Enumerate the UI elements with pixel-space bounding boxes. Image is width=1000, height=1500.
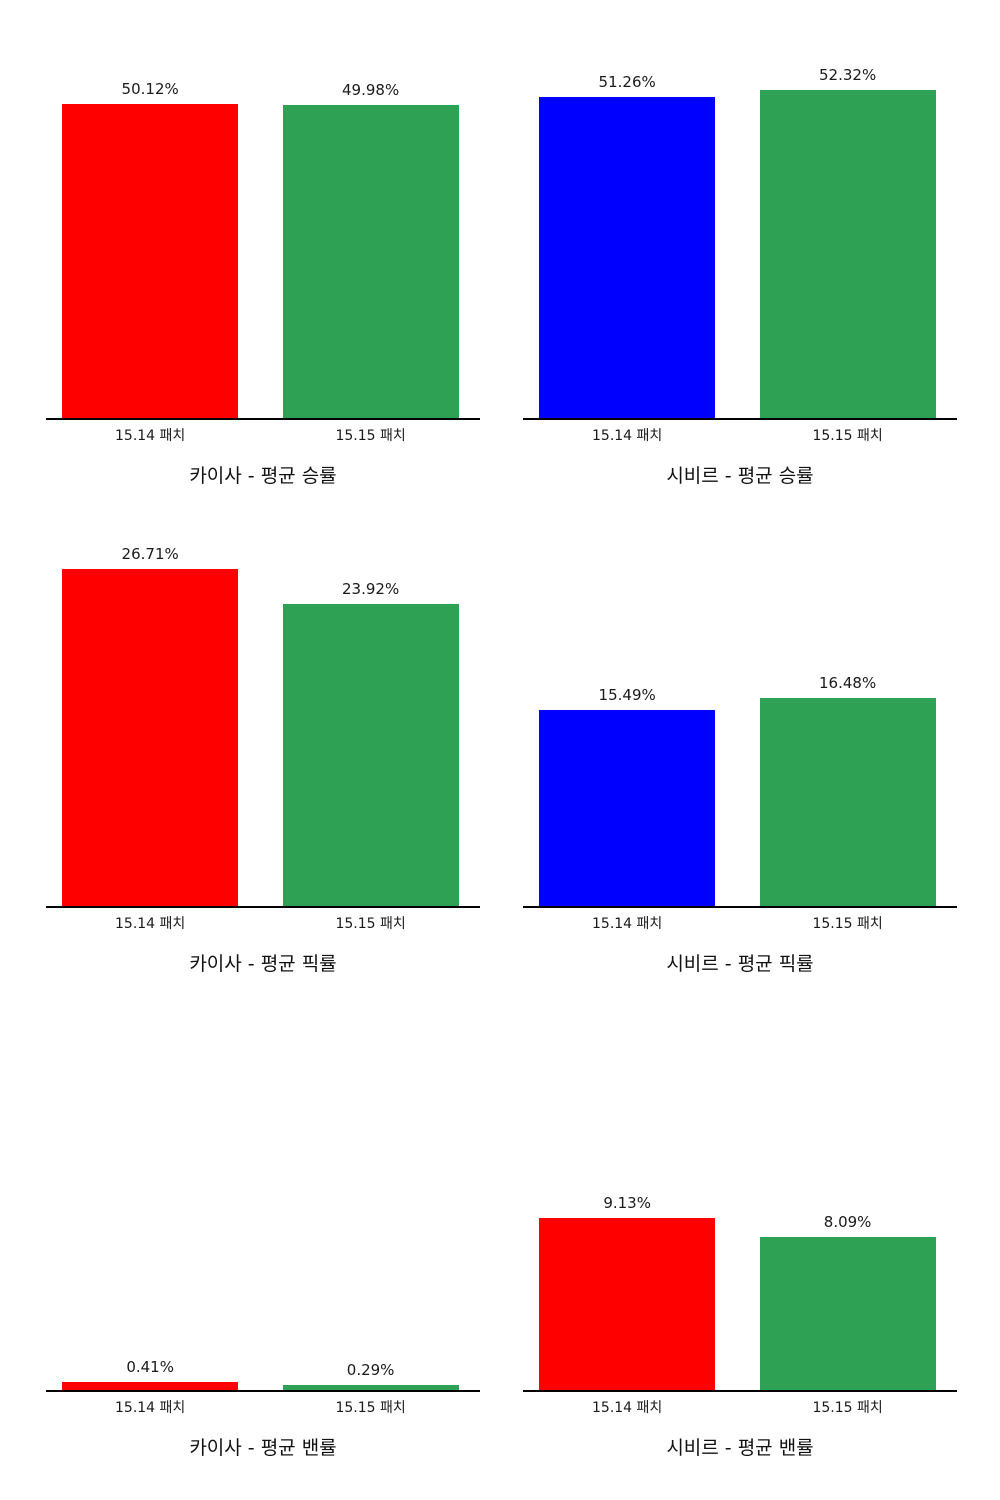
x-tick-label: 15.14 패치	[115, 428, 186, 444]
plot-area: 51.26% 52.32%	[523, 48, 957, 420]
bar-15.14 패치	[539, 1218, 716, 1390]
bar-value-label: 15.49%	[598, 685, 656, 704]
chart-title: 시비르 - 평균 승률	[666, 465, 814, 487]
plot-area: 26.71% 23.92%	[46, 536, 480, 908]
x-tick-label: 15.15 패치	[335, 916, 406, 932]
x-axis-labels: 15.14 패치 15.15 패치	[46, 908, 480, 934]
x-axis-labels: 15.14 패치 15.15 패치	[46, 1392, 480, 1418]
bar-15.15 패치	[282, 604, 459, 906]
bar-value-label: 8.09%	[823, 1212, 872, 1231]
chart-title: 시비르 - 평균 밴률	[666, 1437, 814, 1459]
bar-15.14 패치	[62, 1382, 239, 1390]
bar-value-label: 50.12%	[121, 79, 179, 98]
bar-15.14 패치	[539, 710, 716, 906]
chart-title: 시비르 - 평균 픽률	[666, 953, 814, 975]
chart-title: 카이사 - 평균 밴률	[189, 1437, 337, 1459]
bar-15.15 패치	[759, 698, 936, 906]
bar-15.14 패치	[62, 569, 239, 906]
x-axis-labels: 15.14 패치 15.15 패치	[523, 1392, 957, 1418]
bar-value-label: 51.26%	[598, 72, 656, 91]
x-tick-label: 15.14 패치	[115, 1400, 186, 1416]
x-axis-labels: 15.14 패치 15.15 패치	[46, 420, 480, 446]
x-tick-label: 15.15 패치	[812, 1400, 883, 1416]
bar-value-label: 16.48%	[819, 673, 877, 692]
x-tick-label: 15.14 패치	[592, 916, 663, 932]
x-tick-label: 15.15 패치	[335, 1400, 406, 1416]
chart-title: 카이사 - 평균 픽률	[189, 953, 337, 975]
plot-area: 0.41% 0.29%	[46, 1020, 480, 1392]
bar-value-label: 0.41%	[126, 1357, 174, 1376]
bar-15.15 패치	[282, 105, 459, 418]
x-tick-label: 15.15 패치	[812, 428, 883, 444]
bar-value-label: 23.92%	[342, 579, 400, 598]
x-tick-label: 15.14 패치	[592, 428, 663, 444]
x-tick-label: 15.14 패치	[592, 1400, 663, 1416]
x-axis-labels: 15.14 패치 15.15 패치	[523, 908, 957, 934]
bar-15.14 패치	[539, 97, 716, 418]
x-tick-label: 15.15 패치	[335, 428, 406, 444]
x-axis-labels: 15.14 패치 15.15 패치	[523, 420, 957, 446]
bar-value-label: 9.13%	[603, 1193, 651, 1212]
x-tick-label: 15.15 패치	[812, 916, 883, 932]
bar-15.14 패치	[62, 104, 239, 418]
bar-value-label: 0.29%	[346, 1360, 395, 1379]
bar-value-label: 49.98%	[342, 80, 400, 99]
bar-15.15 패치	[759, 90, 936, 418]
bar-15.15 패치	[282, 1385, 459, 1390]
bar-value-label: 52.32%	[819, 65, 877, 84]
bar-15.15 패치	[759, 1237, 936, 1390]
plot-area: 15.49% 16.48%	[523, 536, 957, 908]
plot-area: 50.12% 49.98%	[46, 48, 480, 420]
plot-area: 9.13% 8.09%	[523, 1020, 957, 1392]
x-tick-label: 15.14 패치	[115, 916, 186, 932]
chart-title: 카이사 - 평균 승률	[189, 465, 337, 487]
bar-value-label: 26.71%	[121, 544, 179, 563]
